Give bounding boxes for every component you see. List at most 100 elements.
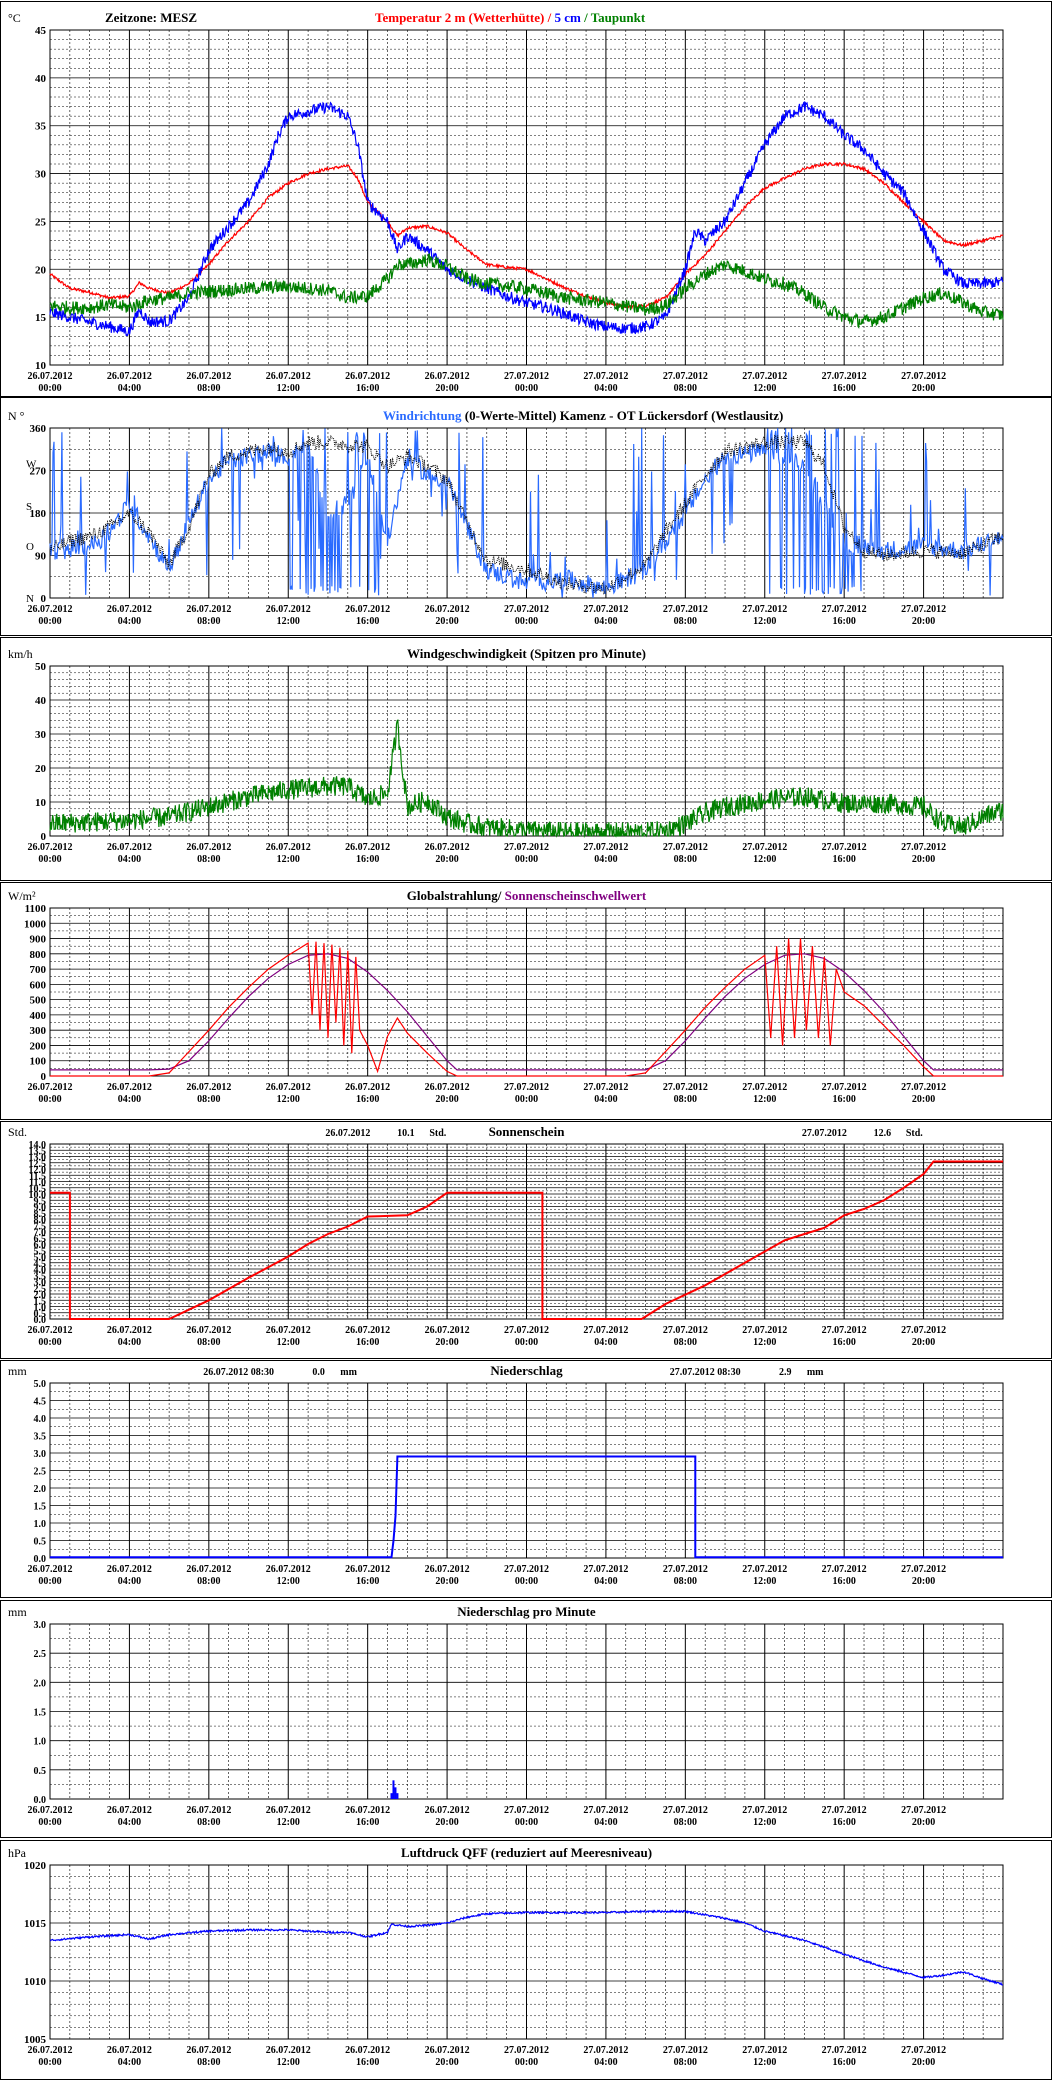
y-tick-label: 4.0: [34, 1414, 47, 1425]
x-tick-date: 26.07.2012: [266, 842, 311, 853]
y-tick-label: 270: [30, 466, 47, 478]
x-tick-time: 08:00: [674, 854, 697, 865]
x-tick-date: 27.07.2012: [822, 1082, 867, 1093]
x-tick-time: 04:00: [594, 616, 617, 627]
series-line: [50, 938, 1003, 1077]
series-line: [49, 428, 1004, 598]
x-tick-time: 00:00: [38, 1576, 61, 1587]
x-tick-time: 16:00: [832, 1094, 855, 1105]
x-tick-date: 27.07.2012: [742, 842, 787, 853]
y-tick-label: 180: [30, 508, 47, 520]
x-tick-date: 26.07.2012: [425, 842, 470, 853]
y-tick-label: 50: [35, 661, 47, 673]
x-tick-date: 27.07.2012: [504, 2045, 549, 2056]
x-tick-time: 00:00: [515, 616, 538, 627]
y-tick-label: 40: [35, 695, 47, 707]
x-tick-time: 00:00: [515, 1576, 538, 1587]
x-tick-time: 16:00: [356, 616, 379, 627]
x-tick-date: 27.07.2012: [742, 1082, 787, 1093]
x-tick-date: 27.07.2012: [504, 371, 549, 382]
x-tick-date: 26.07.2012: [266, 371, 311, 382]
x-tick-date: 27.07.2012: [822, 842, 867, 853]
x-tick-time: 08:00: [197, 383, 220, 394]
y-tick-label: 20: [35, 264, 47, 276]
x-tick-time: 00:00: [38, 383, 61, 394]
x-tick-time: 00:00: [515, 2057, 538, 2068]
chart-title-part: Sonnenscheinschwellwert: [505, 888, 647, 903]
x-tick-date: 26.07.2012: [28, 2045, 73, 2056]
x-tick-date: 26.07.2012: [28, 1325, 73, 1336]
x-tick-time: 12:00: [277, 1094, 300, 1105]
y-tick-label: 4.5: [34, 1397, 47, 1408]
y-tick-label: 10: [35, 797, 47, 809]
y-tick-label: 30: [35, 169, 47, 181]
x-tick-time: 08:00: [197, 1576, 220, 1587]
y-tick-label: 30: [35, 729, 47, 741]
summary-unit: Std.: [429, 1128, 446, 1139]
chart-title-part: (0-Werte-Mittel): [462, 408, 557, 423]
chart-title-part: /: [544, 10, 554, 25]
y-tick-label: 20: [35, 763, 47, 775]
x-tick-date: 27.07.2012: [742, 2045, 787, 2056]
series-line: [49, 161, 1004, 310]
x-tick-time: 16:00: [832, 1817, 855, 1828]
x-tick-time: 12:00: [753, 383, 776, 394]
x-tick-date: 27.07.2012: [742, 604, 787, 615]
x-tick-time: 12:00: [277, 2057, 300, 2068]
bar-mark: [396, 1793, 399, 1799]
y-tick-label: 8.0: [34, 1215, 47, 1226]
y-tick-label: 5.5: [34, 1246, 47, 1257]
x-tick-time: 12:00: [277, 854, 300, 865]
x-tick-date: 26.07.2012: [425, 2045, 470, 2056]
plot-frame: [49, 1382, 1004, 1559]
x-tick-date: 26.07.2012: [266, 1805, 311, 1816]
x-tick-date: 27.07.2012: [663, 1082, 708, 1093]
x-tick-date: 26.07.2012: [345, 1564, 390, 1575]
x-tick-time: 12:00: [753, 854, 776, 865]
x-tick-date: 27.07.2012: [583, 371, 628, 382]
x-tick-date: 27.07.2012: [583, 1082, 628, 1093]
y-tick-label: 800: [30, 949, 47, 961]
x-tick-date: 27.07.2012: [742, 1564, 787, 1575]
series-line: [50, 1160, 1003, 1320]
y-tick-label: 5.0: [34, 1253, 47, 1264]
x-tick-time: 16:00: [832, 1576, 855, 1587]
chart-title-part: Temperatur 2 m (Wetterhütte): [375, 10, 544, 25]
x-tick-date: 27.07.2012: [504, 842, 549, 853]
x-tick-date: 26.07.2012: [266, 1325, 311, 1336]
x-tick-time: 04:00: [594, 1337, 617, 1348]
x-tick-time: 08:00: [197, 616, 220, 627]
x-tick-time: 20:00: [435, 616, 458, 627]
x-tick-time: 12:00: [277, 1576, 300, 1587]
y-tick-label: 8.5: [34, 1209, 47, 1220]
chart-title: Globalstrahlung/ Sonnenscheinschwellwert: [407, 888, 647, 903]
y-tick-label: 11.5: [29, 1171, 46, 1182]
y-tick-label: 2.0: [34, 1290, 47, 1301]
x-tick-time: 16:00: [356, 1094, 379, 1105]
y-tick-label: 6.0: [34, 1240, 47, 1251]
chart-panel-temp: 10 15 20 25 30 35 40 45 °C Temperatur 2 m (Wetter…: [0, 1, 1052, 397]
x-tick-date: 26.07.2012: [107, 1564, 152, 1575]
x-tick-time: 12:00: [753, 1576, 776, 1587]
bar-mark: [390, 1793, 393, 1799]
y-tick-label: 1.0: [34, 1303, 47, 1314]
chart-title-part: Niederschlag: [490, 1363, 563, 1378]
x-tick-date: 27.07.2012: [901, 604, 946, 615]
summary-unit: mm: [807, 1367, 824, 1378]
x-tick-date: 27.07.2012: [822, 2045, 867, 2056]
y-axis-unit: °C: [8, 11, 21, 25]
x-tick-time: 08:00: [674, 616, 697, 627]
x-tick-time: 00:00: [515, 1094, 538, 1105]
y-tick-label: 90: [35, 551, 47, 563]
x-tick-time: 00:00: [38, 854, 61, 865]
x-tick-date: 26.07.2012: [28, 371, 73, 382]
direction-label: S: [26, 501, 32, 513]
x-tick-time: 08:00: [197, 2057, 220, 2068]
y-tick-label: 35: [35, 121, 47, 133]
x-tick-time: 00:00: [38, 1817, 61, 1828]
y-tick-label: 1020: [24, 1860, 47, 1872]
series-line: [49, 100, 1004, 337]
x-tick-time: 04:00: [118, 1576, 141, 1587]
chart-title-part: Windgeschwindigkeit (Spitzen pro Minute): [407, 646, 646, 661]
